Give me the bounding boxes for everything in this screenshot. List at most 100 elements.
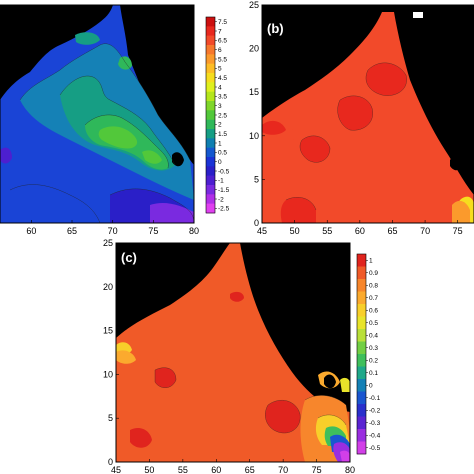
panel-a-x-tick-label: 70 bbox=[108, 226, 118, 236]
panel-a-colorbar-tick-label: 2 bbox=[218, 122, 222, 129]
panel-a-colorbar-swatch bbox=[206, 194, 215, 204]
panel-a-colorbar-tick-label: -2.5 bbox=[218, 206, 230, 213]
panel-a-colorbar-tick-label: -0.5 bbox=[218, 168, 230, 175]
panel-c-map bbox=[116, 243, 350, 462]
panel-a-map bbox=[0, 5, 194, 223]
panel-c-colorbar-tick-label: 0.8 bbox=[369, 283, 378, 290]
panel-c-x-tick-label: 55 bbox=[178, 465, 188, 474]
panel-c-frame bbox=[115, 242, 351, 463]
panel-b-marker bbox=[413, 12, 423, 18]
panel-c-y-tick-label: 5 bbox=[108, 413, 113, 423]
panel-a-colorbar-swatches bbox=[206, 17, 215, 214]
panel-a-colorbar-swatch bbox=[206, 101, 215, 111]
panel-b-x-tick-label: 60 bbox=[355, 226, 365, 236]
panel-a-colorbar-tick-label: 1.5 bbox=[218, 131, 227, 138]
panel-b-y-tick-label: 0 bbox=[254, 218, 259, 228]
panel-a-colorbar-tick-label: 6 bbox=[218, 47, 222, 54]
panel-a-colorbar-tick-label: -1.5 bbox=[218, 187, 230, 194]
panel-a-colorbar-swatch bbox=[206, 175, 215, 186]
panel-c-colorbar-tick-label: 0.2 bbox=[369, 358, 378, 365]
panel-a-colorbar-swatch bbox=[206, 185, 215, 195]
panel-c-colorbar-swatch bbox=[357, 366, 366, 380]
panel-b-y-tick-label: 15 bbox=[249, 87, 259, 97]
panel-b-orange-corner bbox=[452, 200, 470, 223]
panel-c-patch-1 bbox=[230, 291, 244, 302]
panel-a-colorbar-tick-label: 5.5 bbox=[218, 56, 227, 63]
panel-c-colorbar-swatch bbox=[357, 304, 366, 317]
panel-c-colorbar-tick-label: 0.6 bbox=[369, 308, 378, 315]
panel-a-colorbar-swatch bbox=[206, 91, 215, 102]
panel-b-patch-4 bbox=[280, 197, 316, 223]
panel-b-map bbox=[262, 5, 474, 223]
panel-c-colorbar-ticks: 1 0.9 0.8 0.7 0.6 0.5 0.4 0.3 0.2 0.1 0 -0.1 -0.2 -0.… bbox=[366, 258, 381, 452]
panel-c-x-tick-label: 80 bbox=[345, 465, 355, 474]
panel-c-colorbar-tick-label: 0.4 bbox=[369, 333, 378, 340]
panel-a-contour-patch-2 bbox=[75, 32, 100, 45]
panel-a-colorbar-swatch bbox=[206, 147, 215, 158]
panel-c-colorbar-tick-label: -0.4 bbox=[369, 433, 381, 440]
panel-b-y-tick-label: 25 bbox=[249, 0, 259, 10]
panel-a-colorbar-tick-label: 7 bbox=[218, 28, 222, 35]
panel-a-colorbar-tick-label: 6.5 bbox=[218, 38, 227, 45]
panel-c-colorbar-swatch bbox=[357, 391, 366, 405]
panel-a-colorbar-tick-label: 4.5 bbox=[218, 75, 227, 82]
panel-c-colorbar-tick-label: 1 bbox=[369, 258, 373, 265]
panel-b-patch-2 bbox=[337, 95, 373, 131]
panel-c-x-tick-label: 75 bbox=[312, 465, 322, 474]
panel-c-colorbar-tick-label: 0.1 bbox=[369, 370, 378, 377]
panel-c-colorbar-frame bbox=[356, 253, 367, 455]
panel-a-colorbar-swatch bbox=[206, 129, 215, 139]
panel-b-y-tick-label: 20 bbox=[249, 44, 259, 54]
panel-a-contour-lightgreen bbox=[98, 126, 138, 149]
panel-a-contour-lightgreen-2 bbox=[142, 150, 162, 164]
panel-b-frame bbox=[261, 4, 474, 224]
panel-a-colorbar-swatch bbox=[206, 35, 215, 46]
panel-a-colorbar-swatch bbox=[206, 138, 215, 148]
panel-c-x-tick-label: 60 bbox=[211, 465, 221, 474]
panel-c-colorbar-swatch bbox=[357, 404, 366, 417]
panel-b-x-tick-label: 70 bbox=[420, 226, 430, 236]
panel-c-x-tick-label: 70 bbox=[278, 465, 288, 474]
panel-c-x-tick-label: 45 bbox=[111, 465, 121, 474]
panel-c-y-tick-label: 25 bbox=[103, 238, 113, 248]
panel-c-colorbar-tick-label: -0.5 bbox=[369, 445, 381, 452]
panel-c-colorbar-swatch bbox=[357, 379, 366, 392]
panel-c-colorbar-swatch bbox=[357, 329, 366, 342]
panel-c-y-tick-label: 20 bbox=[103, 282, 113, 292]
panel-c-y-tick-label: 0 bbox=[108, 457, 113, 467]
panel-c-patch-2 bbox=[155, 367, 176, 388]
panel-a-colorbar-tick-label: 7.5 bbox=[218, 19, 227, 26]
panel-a-x-tick-label: 60 bbox=[26, 226, 36, 236]
panel-b-x-tick-label: 45 bbox=[257, 226, 267, 236]
panel-b: (b) 45 50 55 60 65 70 75 0 5 10 15 20 25 bbox=[249, 0, 474, 236]
panel-a-colorbar-tick-label: 3 bbox=[218, 103, 222, 110]
panel-a-contour-purple bbox=[150, 202, 194, 223]
panel-b-patch-3 bbox=[300, 135, 330, 163]
panel-b-contour-lines bbox=[285, 62, 407, 211]
panel-b-axes: 45 50 55 60 65 70 75 0 5 10 15 20 25 bbox=[249, 0, 463, 236]
panel-c-patch-4 bbox=[130, 428, 152, 448]
panel-c-colorbar-tick-label: -0.3 bbox=[369, 420, 381, 427]
panel-a-colorbar-swatch bbox=[206, 110, 215, 120]
panel-c-colorbar-swatch bbox=[357, 266, 366, 280]
panel-c-patch-3 bbox=[265, 400, 301, 434]
panel-c-colorbar-swatch bbox=[357, 354, 366, 367]
panel-b-x-tick-label: 75 bbox=[453, 226, 463, 236]
panel-a-colorbar-swatch bbox=[206, 203, 215, 214]
panel-c-se-tip bbox=[340, 377, 350, 392]
panel-a-colorbar-tick-label: 3.5 bbox=[218, 94, 227, 101]
panel-c-x-tick-label: 65 bbox=[245, 465, 255, 474]
panel-b-y-tick-label: 5 bbox=[254, 174, 259, 184]
panel-a-colorbar-swatch bbox=[206, 63, 215, 74]
panel-c-colorbar-tick-label: 0.7 bbox=[369, 295, 378, 302]
panel-a-colorbar-swatch bbox=[206, 54, 215, 64]
panel-c-colorbar-swatch bbox=[357, 316, 366, 330]
panel-a-colorbar-swatch bbox=[206, 26, 215, 36]
panel-c-contour-lines bbox=[154, 367, 347, 434]
panel-b-x-tick-label: 65 bbox=[387, 226, 397, 236]
panel-a-colorbar-swatch bbox=[206, 17, 215, 27]
panel-c-colorbar-swatch bbox=[357, 416, 366, 430]
